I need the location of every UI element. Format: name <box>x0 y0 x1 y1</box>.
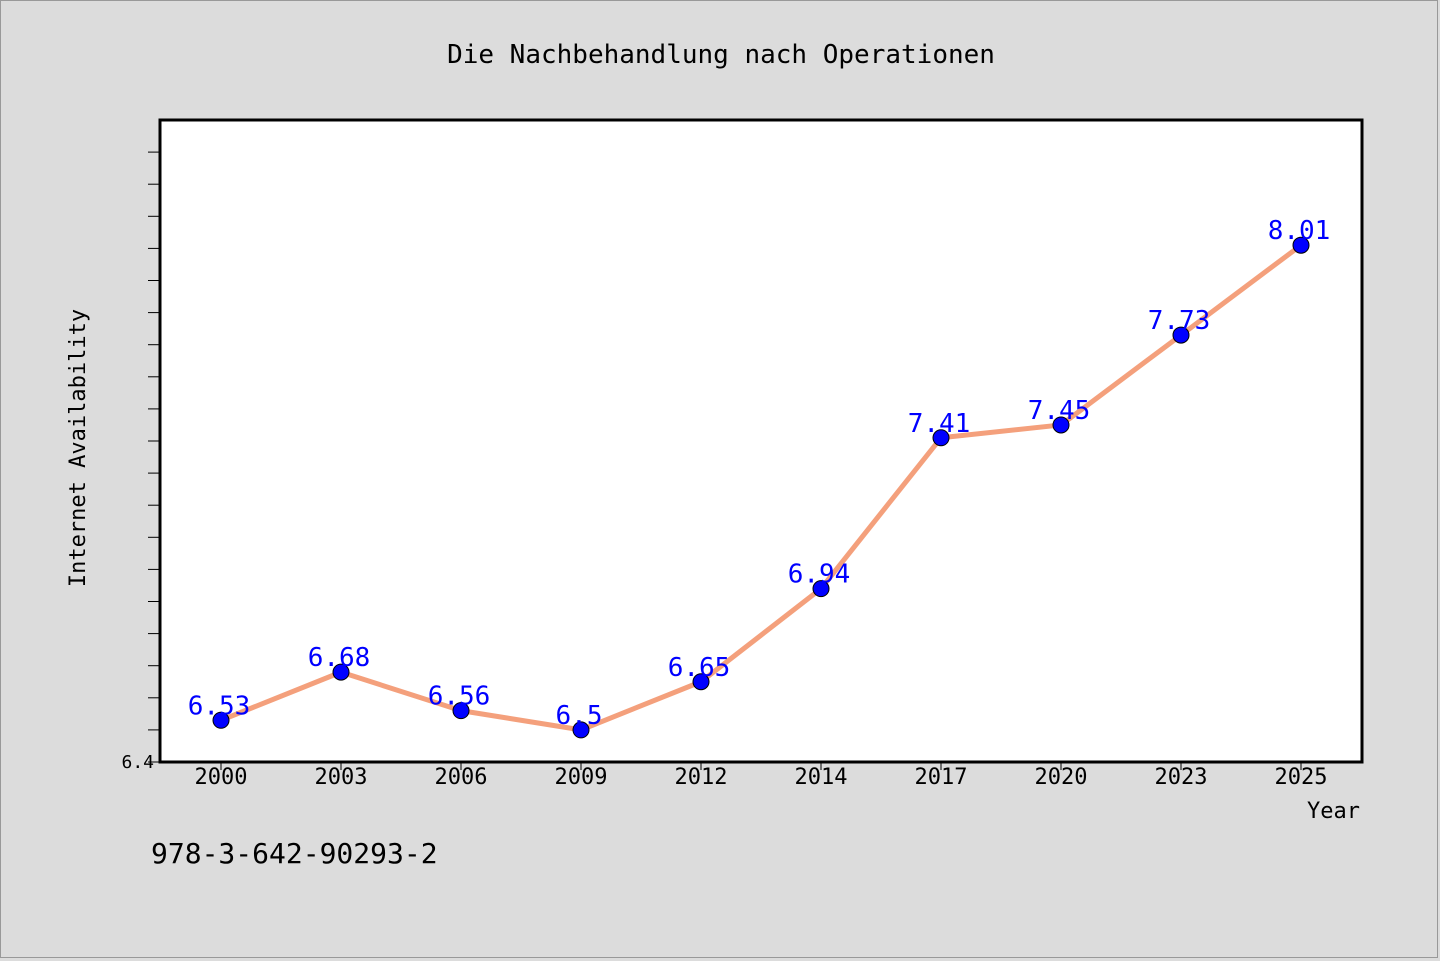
x-axis-label: Year <box>1307 799 1360 824</box>
data-label: 6.65 <box>668 653 731 683</box>
isbn-text: 978-3-642-90293-2 <box>151 837 438 870</box>
x-tick-label: 2009 <box>555 765 608 790</box>
data-point-marker <box>572 721 590 739</box>
x-tick-label: 2012 <box>675 765 728 790</box>
data-labels: 6.53 6.68 6.56 6.5 6.65 6.94 7.41 7.45 7.73 8.01 <box>188 216 1331 731</box>
x-tick-label: 2023 <box>1155 765 1208 790</box>
series-line <box>220 243 1303 733</box>
data-label: 6.5 <box>556 701 603 731</box>
data-point-marker <box>212 711 230 729</box>
data-label: 6.53 <box>188 691 251 721</box>
data-point-marker <box>812 580 830 598</box>
y-tick-label: 6.4 <box>121 752 154 773</box>
data-label: 6.94 <box>788 560 851 590</box>
data-point-marker <box>1292 236 1310 254</box>
data-label: 7.45 <box>1028 396 1091 426</box>
data-label: 8.01 <box>1268 216 1331 246</box>
data-label: 6.68 <box>308 643 371 673</box>
x-tick-label: 2020 <box>1035 765 1088 790</box>
data-point-marker <box>332 663 350 681</box>
x-tick-label: 2014 <box>795 765 848 790</box>
y-axis-ticks: 6.4 <box>121 151 160 773</box>
x-tick-label: 2025 <box>1275 765 1328 790</box>
data-point-marker <box>1052 416 1070 434</box>
data-point-marker <box>932 429 950 447</box>
data-label: 6.56 <box>428 682 491 712</box>
x-axis-ticks: 2000 2003 2006 2009 2012 2014 2017 2020 2023 2025 <box>195 762 1328 790</box>
x-tick-label: 2003 <box>315 765 368 790</box>
plot-area <box>158 118 1364 764</box>
data-point-marker <box>452 702 470 720</box>
series-markers <box>212 236 1310 739</box>
y-axis-label: Internet Availability <box>66 309 91 587</box>
data-point-marker <box>1172 326 1190 344</box>
data-label: 7.73 <box>1148 306 1211 336</box>
x-tick-label: 2017 <box>915 765 968 790</box>
data-label: 7.41 <box>908 409 971 439</box>
x-tick-label: 2000 <box>195 765 248 790</box>
data-point-marker <box>692 673 710 691</box>
x-tick-label: 2006 <box>435 765 488 790</box>
chart-title: Die Nachbehandlung nach Operationen <box>447 40 995 70</box>
